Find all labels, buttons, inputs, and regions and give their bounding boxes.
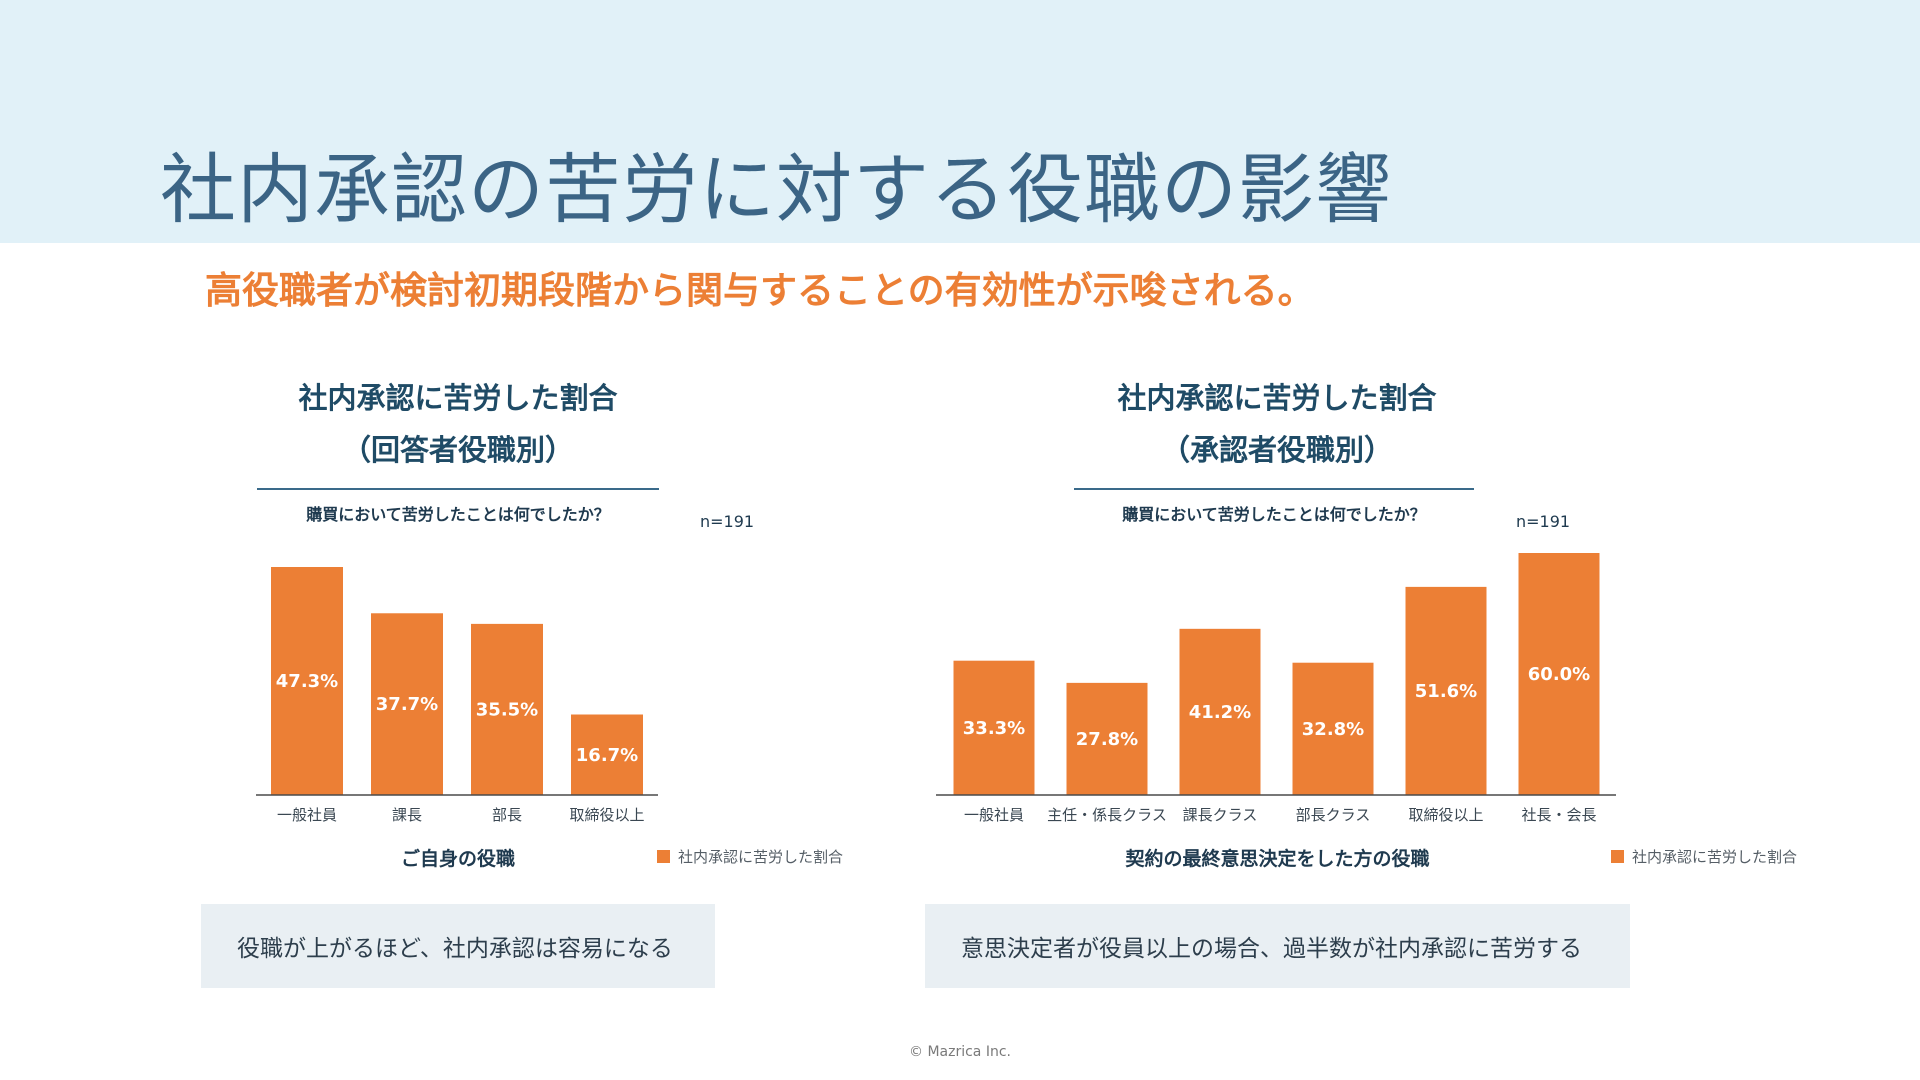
left-bar-value-label: 47.3% xyxy=(276,671,338,692)
right-chart-legend: 社内承認に苦労した割合 xyxy=(1611,846,1797,867)
right-bar-value-label: 33.3% xyxy=(963,718,1025,739)
right-category-label: 一般社員 xyxy=(964,806,1024,824)
right-callout: 意思決定者が役員以上の場合、過半数が社内承認に苦労する xyxy=(925,904,1630,988)
left-bar-value-label: 16.7% xyxy=(576,745,638,766)
left-bar-chart: 47.3% 一般社員 37.7% 課長 35.5% 部長 16.7% 取締役以上 xyxy=(256,567,658,824)
left-category-label: 一般社員 xyxy=(277,806,337,824)
right-chart-x-axis-label: 契約の最終意思決定をした方の役職 xyxy=(1125,848,1430,870)
left-chart-x-axis-label: ご自身の役職 xyxy=(400,848,515,870)
left-chart-title-line2: （回答者役職別） xyxy=(341,433,574,467)
right-chart-question: 購買において苦労したことは何でしたか？ xyxy=(1122,505,1426,524)
right-bar-4 xyxy=(1292,662,1374,795)
left-chart-question: 購買において苦労したことは何でしたか？ xyxy=(306,505,610,524)
left-bar-3 xyxy=(471,623,543,795)
left-bar-value-label: 35.5% xyxy=(476,699,538,720)
left-bar-2 xyxy=(371,613,443,795)
legend-swatch xyxy=(657,850,670,863)
header-band xyxy=(0,0,1920,243)
right-bar-value-label: 32.8% xyxy=(1302,719,1364,740)
right-bar-value-label: 51.6% xyxy=(1415,681,1477,702)
left-bar-4 xyxy=(571,714,643,795)
left-chart-n-label: n=191 xyxy=(700,512,755,531)
left-category-label: 課長 xyxy=(392,806,422,824)
legend-swatch xyxy=(1611,850,1624,863)
right-bar-3 xyxy=(1179,628,1261,795)
right-bar-6 xyxy=(1518,553,1600,795)
right-category-label: 社長・会長 xyxy=(1521,806,1596,824)
left-category-label: 取締役以上 xyxy=(569,806,644,824)
copyright: © Mazrica Inc. xyxy=(909,1044,1011,1060)
right-bar-1 xyxy=(953,660,1035,795)
right-chart-title-line2: （承認者役職別） xyxy=(1160,433,1393,467)
left-bar-value-label: 37.7% xyxy=(376,694,438,715)
page-title: 社内承認の苦労に対する役職の影響 xyxy=(160,145,1392,234)
right-category-label: 取締役以上 xyxy=(1408,806,1483,824)
left-callout: 役職が上がるほど、社内承認は容易になる xyxy=(201,904,715,988)
left-bar-1 xyxy=(271,567,343,795)
right-bar-value-label: 60.0% xyxy=(1528,664,1590,685)
right-category-label: 課長クラス xyxy=(1183,806,1258,824)
right-category-label: 主任・係長クラス xyxy=(1047,806,1167,824)
right-bar-5 xyxy=(1405,586,1487,795)
right-chart-title-line1: 社内承認に苦労した割合 xyxy=(1117,381,1437,415)
left-chart-legend-label: 社内承認に苦労した割合 xyxy=(678,848,844,866)
right-chart-legend-label: 社内承認に苦労した割合 xyxy=(1632,848,1798,866)
right-bar-2 xyxy=(1066,682,1148,795)
left-chart-legend: 社内承認に苦労した割合 xyxy=(657,846,843,867)
left-chart-title-line1: 社内承認に苦労した割合 xyxy=(298,381,618,415)
right-bar-value-label: 27.8% xyxy=(1076,729,1138,750)
right-bar-chart: 33.3% 一般社員 27.8% 主任・係長クラス 41.2% 課長クラス 32.8% 部長ク… xyxy=(936,553,1616,824)
right-chart-n-label: n=191 xyxy=(1516,512,1571,531)
left-category-label: 部長 xyxy=(492,806,522,824)
page-subtitle: 高役職者が検討初期段階から関与することの有効性が示唆される。 xyxy=(205,269,1315,312)
right-chart-rule xyxy=(1074,488,1474,490)
left-chart-rule xyxy=(257,488,659,490)
right-category-label: 部長クラス xyxy=(1296,806,1371,824)
right-bar-value-label: 41.2% xyxy=(1189,702,1251,723)
